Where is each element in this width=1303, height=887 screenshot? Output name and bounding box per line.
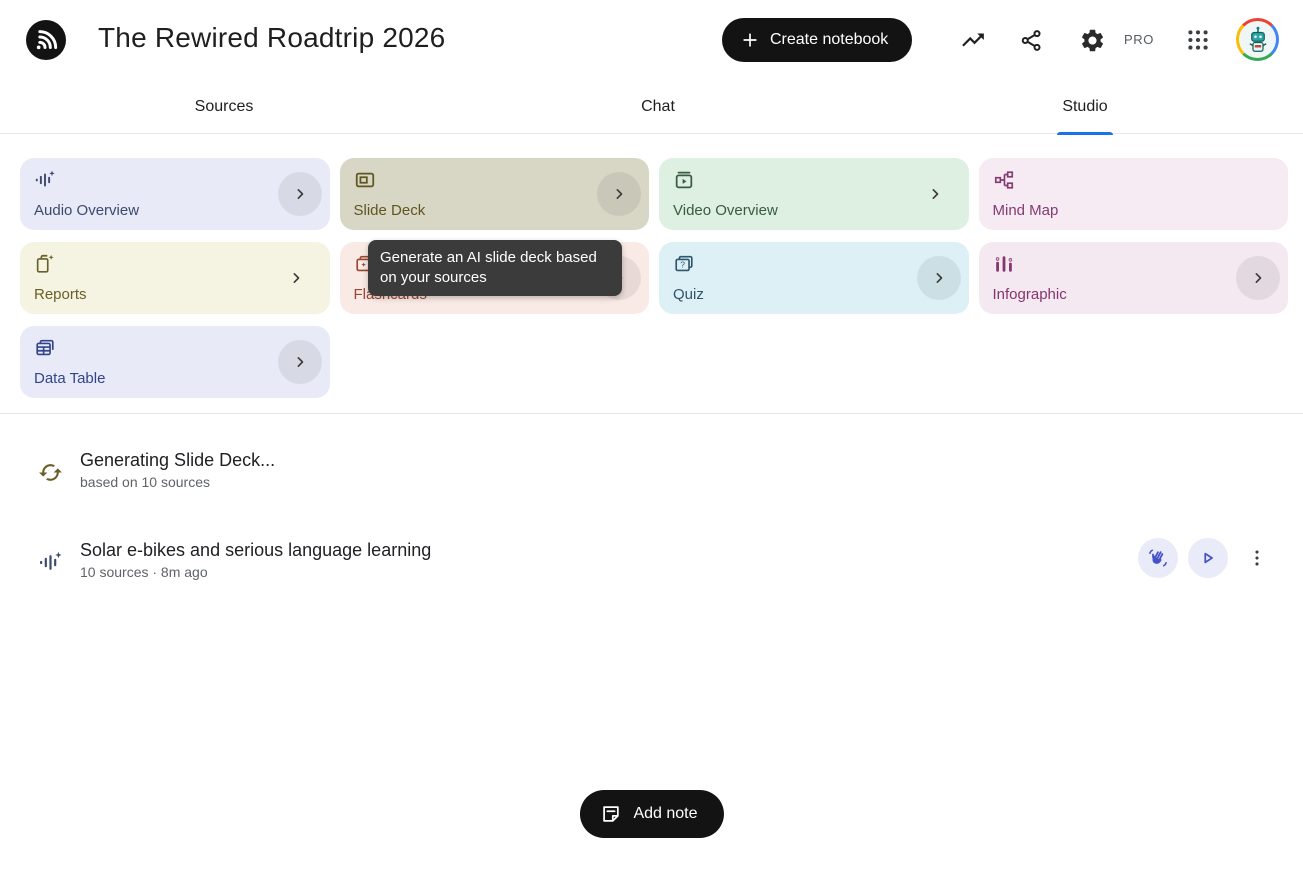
tool-card-slide-deck[interactable]: Slide Deck bbox=[339, 158, 649, 230]
create-notebook-button[interactable]: Create notebook bbox=[722, 18, 913, 62]
page-title: The Rewired Roadtrip 2026 bbox=[98, 22, 446, 53]
data-table-icon bbox=[34, 337, 56, 359]
more-vert-icon bbox=[1246, 547, 1268, 569]
mind-map-icon bbox=[993, 169, 1015, 191]
generating-item-subtitle: based on 10 sources bbox=[80, 474, 210, 490]
audio-item-subtitle: 10 sources · 8m ago bbox=[80, 564, 208, 580]
tool-card-mind-map[interactable]: Mind Map bbox=[978, 158, 1288, 230]
tool-card-infographic[interactable]: Infographic bbox=[978, 242, 1288, 314]
tool-label: Quiz bbox=[673, 286, 704, 303]
chevron-right-icon[interactable] bbox=[597, 172, 641, 216]
apps-grid-icon[interactable] bbox=[1184, 26, 1212, 54]
chevron-right-icon[interactable] bbox=[1236, 256, 1280, 300]
notebooklm-logo-icon[interactable] bbox=[26, 20, 66, 60]
active-tab-underline bbox=[1057, 132, 1113, 135]
audio-waveform-sparkle-icon bbox=[34, 169, 56, 191]
tool-label: Reports bbox=[34, 286, 87, 303]
chevron-right-icon[interactable] bbox=[916, 256, 961, 300]
tool-card-video-overview[interactable]: Video Overview bbox=[659, 158, 969, 230]
share-icon[interactable] bbox=[1017, 26, 1045, 54]
generating-item-title: Generating Slide Deck... bbox=[80, 450, 276, 470]
tab-bar: Sources Chat Studio bbox=[0, 80, 1303, 135]
tab-chat[interactable]: Chat bbox=[641, 98, 675, 115]
waving-hand-icon bbox=[1147, 547, 1169, 569]
tab-studio[interactable]: Studio bbox=[1025, 80, 1145, 135]
audio-overview-item-row[interactable]: Solar e-bikes and serious language learn… bbox=[0, 538, 1303, 586]
more-options-menu[interactable] bbox=[1241, 538, 1273, 578]
chevron-right-icon[interactable] bbox=[284, 266, 308, 290]
reports-icon bbox=[34, 253, 56, 275]
app-header: The Rewired Roadtrip 2026 Create noteboo… bbox=[0, 0, 1303, 80]
tool-label: Data Table bbox=[34, 370, 106, 387]
sync-icon bbox=[38, 460, 63, 485]
play-icon bbox=[1197, 547, 1219, 569]
studio-tools-grid: Audio Overview Slide Deck Video Overview bbox=[20, 158, 1288, 398]
audio-item-title: Solar e-bikes and serious language learn… bbox=[80, 540, 432, 560]
video-overview-icon bbox=[673, 169, 695, 191]
tool-card-data-table[interactable]: Data Table bbox=[20, 326, 330, 398]
plus-icon bbox=[740, 30, 760, 50]
pro-badge: PRO bbox=[1124, 32, 1154, 47]
tool-label: Slide Deck bbox=[353, 202, 426, 219]
chevron-right-icon[interactable] bbox=[277, 172, 322, 216]
chevron-right-icon[interactable] bbox=[923, 182, 947, 206]
slideshow-icon bbox=[354, 169, 376, 191]
avatar-robot-image bbox=[1239, 21, 1276, 58]
infographic-icon bbox=[993, 253, 1015, 275]
audio-waveform-sparkle-icon bbox=[38, 550, 63, 575]
trending-up-icon[interactable] bbox=[959, 26, 987, 54]
generating-item-row[interactable]: Generating Slide Deck... based on 10 sou… bbox=[0, 450, 1303, 496]
create-notebook-label: Create notebook bbox=[770, 31, 889, 48]
svg-text:?: ? bbox=[680, 260, 685, 269]
chevron-right-icon[interactable] bbox=[277, 340, 322, 384]
settings-gear-icon[interactable] bbox=[1078, 26, 1106, 54]
tool-label: Video Overview bbox=[673, 202, 778, 219]
add-note-button[interactable]: Add note bbox=[579, 790, 724, 838]
tool-label: Infographic bbox=[992, 286, 1067, 303]
section-divider bbox=[0, 413, 1303, 414]
slide-deck-tooltip: Generate an AI slide deck based on your … bbox=[368, 240, 622, 296]
add-note-label: Add note bbox=[633, 805, 698, 822]
tool-card-reports[interactable]: Reports bbox=[20, 242, 330, 314]
avatar-robot[interactable] bbox=[1236, 18, 1279, 61]
tool-card-audio-overview[interactable]: Audio Overview bbox=[20, 158, 330, 230]
tab-sources[interactable]: Sources bbox=[194, 98, 254, 115]
tool-card-quiz[interactable]: ? Quiz bbox=[659, 242, 969, 314]
interactive-mode-wave-button[interactable] bbox=[1138, 538, 1178, 578]
quiz-icon: ? bbox=[673, 253, 695, 275]
play-audio-button[interactable] bbox=[1188, 538, 1228, 578]
note-icon bbox=[599, 803, 621, 825]
tool-label: Mind Map bbox=[992, 202, 1059, 219]
tool-label: Audio Overview bbox=[34, 202, 140, 219]
